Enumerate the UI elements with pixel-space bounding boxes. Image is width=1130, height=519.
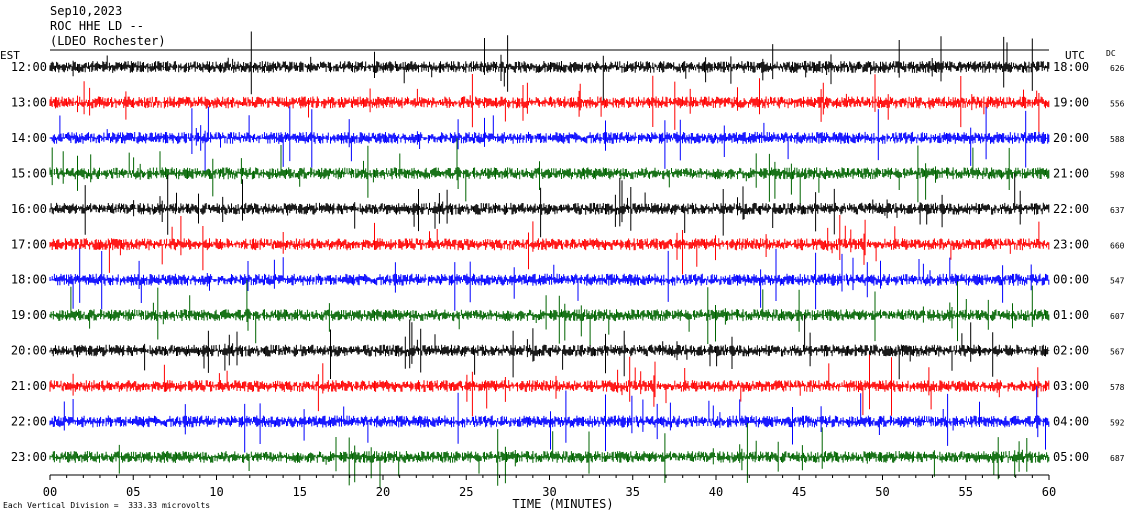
- dc-value: 598: [1110, 170, 1125, 179]
- dc-value: 578: [1110, 383, 1125, 392]
- x-tick-label: 45: [792, 485, 806, 499]
- scale-footer: Each Vertical Division = 333.33 microvol…: [3, 501, 211, 510]
- trace-1500: [49, 138, 1050, 205]
- x-tick-label: 25: [459, 485, 473, 499]
- chart-network: (LDEO Rochester): [50, 34, 166, 48]
- x-tick-label: 20: [376, 485, 390, 499]
- chart-station: ROC HHE LD --: [50, 19, 144, 33]
- utc-label: 03:00: [1053, 379, 1089, 393]
- est-label: 22:00: [11, 415, 47, 429]
- utc-label: 22:00: [1053, 202, 1089, 216]
- x-tick-label: 40: [709, 485, 723, 499]
- est-label: 13:00: [11, 95, 47, 109]
- utc-label: 04:00: [1053, 415, 1089, 429]
- dc-value: 626: [1110, 64, 1125, 73]
- trace-2200: [49, 386, 1050, 453]
- utc-label: 05:00: [1053, 450, 1089, 464]
- utc-label: 20:00: [1053, 131, 1089, 145]
- est-label: 14:00: [11, 131, 47, 145]
- x-tick-label: 35: [626, 485, 640, 499]
- utc-label: 23:00: [1053, 237, 1089, 251]
- right-timezone-label: UTC: [1065, 49, 1085, 62]
- trace-1900: [49, 279, 1050, 346]
- utc-label: 18:00: [1053, 60, 1089, 74]
- x-tick-label: 60: [1042, 485, 1056, 499]
- trace-1400: [49, 106, 1050, 172]
- est-label: 21:00: [11, 379, 47, 393]
- trace-1200: [49, 31, 1050, 103]
- x-tick-label: 15: [293, 485, 307, 499]
- x-tick-label: 50: [875, 485, 889, 499]
- est-label: 15:00: [11, 166, 47, 180]
- x-tick-label: 00: [43, 485, 57, 499]
- x-tick-label: 10: [209, 485, 223, 499]
- dc-value: 607: [1110, 312, 1125, 321]
- utc-label: 01:00: [1053, 308, 1089, 322]
- dc-column-label: DC: [1106, 49, 1116, 58]
- trace-1700: [49, 215, 1050, 275]
- dc-value: 637: [1110, 206, 1125, 215]
- trace-2000: [49, 315, 1050, 380]
- utc-label: 00:00: [1053, 273, 1089, 287]
- trace-2300: [49, 422, 1050, 488]
- dc-value: 567: [1110, 348, 1125, 357]
- est-label: 23:00: [11, 450, 47, 464]
- utc-label: 02:00: [1053, 344, 1089, 358]
- dc-value: 588: [1110, 135, 1125, 144]
- left-timezone-label: EST: [0, 49, 20, 62]
- est-label: 16:00: [11, 202, 47, 216]
- est-label: 20:00: [11, 344, 47, 358]
- x-tick-label: 30: [542, 485, 556, 499]
- est-label: 12:00: [11, 60, 47, 74]
- dc-value: 660: [1110, 241, 1125, 250]
- dc-value: 592: [1110, 419, 1125, 428]
- x-axis-label: TIME (MINUTES): [512, 497, 613, 511]
- est-label: 19:00: [11, 308, 47, 322]
- dc-value: 547: [1110, 277, 1125, 286]
- est-label: 18:00: [11, 273, 47, 287]
- utc-label: 19:00: [1053, 95, 1089, 109]
- trace-1300: [49, 74, 1050, 136]
- dc-value: 687: [1110, 454, 1125, 463]
- trace-2100: [49, 354, 1050, 417]
- dc-value: 556: [1110, 99, 1125, 108]
- est-label: 17:00: [11, 237, 47, 251]
- trace-1600: [49, 173, 1050, 238]
- chart-date: Sep10,2023: [50, 4, 123, 18]
- utc-label: 21:00: [1053, 166, 1089, 180]
- x-tick-label: 55: [959, 485, 973, 499]
- x-tick-label: 05: [126, 485, 140, 499]
- trace-1800: [49, 248, 1050, 311]
